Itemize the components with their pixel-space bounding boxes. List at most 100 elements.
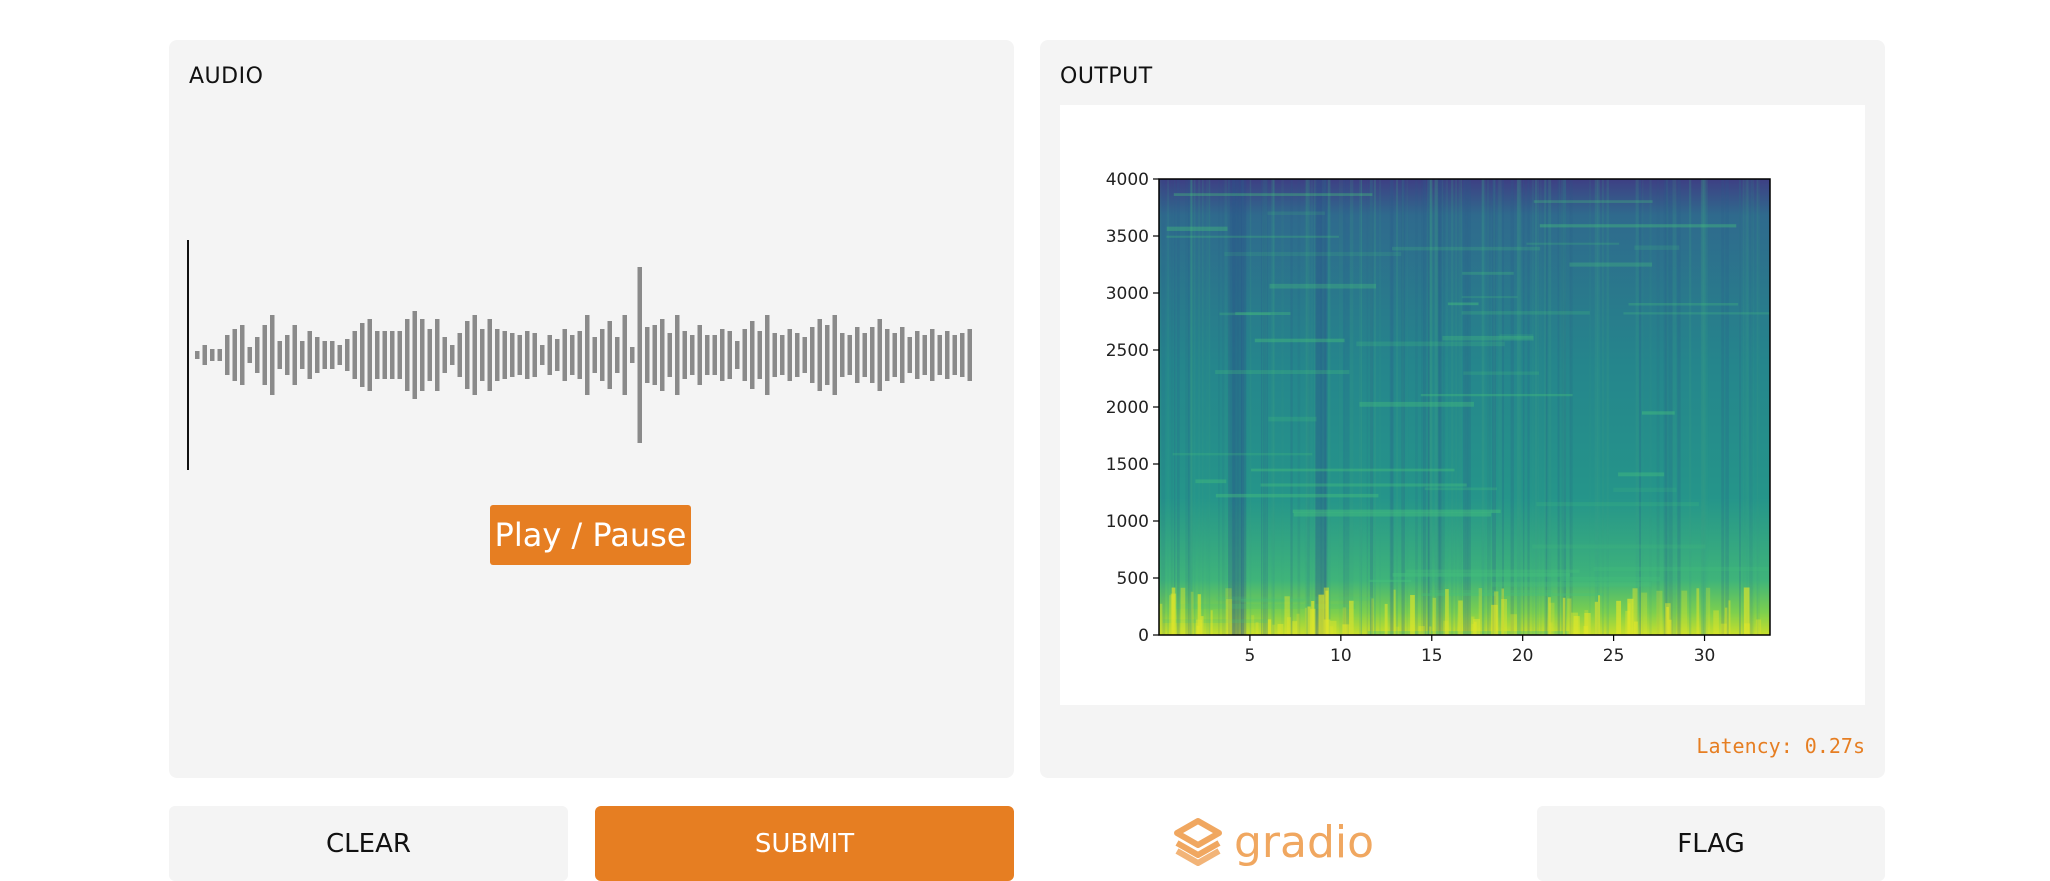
waveform-bar: [832, 315, 837, 395]
y-tick-label: 1000: [1106, 512, 1149, 532]
waveform-bar: [232, 329, 237, 381]
waveform-bar: [502, 331, 507, 379]
waveform-bar: [930, 329, 935, 381]
waveform-bar: [217, 349, 222, 361]
waveform-bar: [907, 337, 912, 373]
waveform-bar: [900, 327, 905, 383]
y-tick-label: 1500: [1106, 455, 1149, 475]
x-tick-label: 5: [1245, 646, 1256, 666]
waveform-bar: [195, 351, 200, 359]
waveform-bar: [622, 315, 627, 395]
waveform-bar: [367, 319, 372, 391]
y-tick-label: 2000: [1106, 398, 1149, 418]
waveform-bar: [795, 333, 800, 377]
spectrogram-plot: 0 500 1000 1500 2000 2500 3000 3500 4000 5 10 15 20…: [1060, 105, 1865, 705]
waveform-bar: [525, 331, 530, 379]
clear-button[interactable]: CLEAR: [169, 806, 568, 881]
waveform-bar: [840, 333, 845, 377]
waveform-bar: [787, 329, 792, 381]
waveform-bar: [450, 345, 455, 365]
waveform-bar: [435, 319, 440, 391]
waveform-bar: [240, 325, 245, 385]
waveform-bar: [210, 349, 215, 361]
waveform-bar: [360, 323, 365, 387]
flag-button[interactable]: FLAG: [1537, 806, 1885, 881]
spectrogram-texture: [1159, 179, 1770, 635]
y-tick-label: 3000: [1106, 284, 1149, 304]
waveform-bar: [225, 335, 230, 375]
audio-waveform[interactable]: [187, 240, 997, 470]
waveform-bar: [247, 347, 252, 363]
waveform-bar: [270, 315, 275, 395]
x-tick-label: 25: [1603, 646, 1625, 666]
waveform-bar: [330, 341, 335, 369]
waveform-bar: [615, 337, 620, 373]
waveform-bar: [712, 335, 717, 375]
waveform-bar: [345, 339, 350, 371]
y-tick-label: 3500: [1106, 227, 1149, 247]
waveform-bar: [705, 335, 710, 375]
waveform-bar: [877, 319, 882, 391]
waveform-bar: [562, 329, 567, 381]
waveform-bar: [690, 335, 695, 375]
waveform-bar: [480, 329, 485, 381]
audio-input-panel: AUDIO Play / Pause: [169, 40, 1014, 778]
gradio-logo-icon: [1174, 818, 1222, 866]
waveform-bar: [397, 331, 402, 379]
waveform-bar: [637, 267, 642, 443]
waveform-bar: [742, 329, 747, 381]
waveform-bar: [585, 315, 590, 395]
waveform-bar: [472, 315, 477, 395]
brand-name: gradio: [1234, 816, 1375, 868]
y-tick-label: 2500: [1106, 341, 1149, 361]
waveform-bar: [645, 327, 650, 383]
waveform-bar: [780, 335, 785, 375]
waveform-bar: [667, 333, 672, 377]
waveform-bar: [727, 331, 732, 379]
audio-input-label: AUDIO: [189, 64, 264, 89]
waveform-bar: [427, 329, 432, 381]
spectrogram-image: [1159, 179, 1770, 635]
waveform-bar: [870, 327, 875, 383]
waveform-bar: [952, 335, 957, 375]
waveform-bar: [697, 325, 702, 385]
waveform-bar: [960, 333, 965, 377]
waveform-bar: [570, 335, 575, 375]
waveform-bar: [420, 319, 425, 391]
y-tick-label: 500: [1117, 569, 1149, 589]
output-label: OUTPUT: [1060, 64, 1153, 89]
waveform-bar: [652, 325, 657, 385]
waveform-bar: [292, 325, 297, 385]
waveform-bar: [757, 331, 762, 379]
waveform-bar: [937, 335, 942, 375]
waveform-bar: [390, 331, 395, 379]
waveform-bar: [465, 321, 470, 389]
waveform-bar: [375, 331, 380, 379]
waveform-bar: [262, 325, 267, 385]
waveform-bar: [802, 337, 807, 373]
submit-button[interactable]: SUBMIT: [595, 806, 1014, 881]
output-panel: OUTPUT 0 500 1000 1500 2000 2500 3000 3500 4000 …: [1040, 40, 1885, 778]
waveform-bar: [487, 319, 492, 391]
spectrogram-area: [1158, 178, 1771, 636]
waveform-bar: [765, 315, 770, 395]
gradio-brand: gradio: [1172, 812, 1374, 872]
waveform-bar: [457, 333, 462, 377]
waveform-bar: [847, 335, 852, 375]
waveform-bar: [810, 327, 815, 383]
y-axis: 0 500 1000 1500 2000 2500 3000 3500 4000: [1106, 170, 1159, 646]
waveform-bar: [555, 339, 560, 371]
waveform-bar: [682, 331, 687, 379]
waveform-bar: [300, 341, 305, 369]
x-axis: 5 10 15 20 25 30: [1245, 635, 1715, 666]
waveform-bar: [442, 337, 447, 373]
waveform-bar: [630, 347, 635, 363]
waveform-bar: [405, 319, 410, 391]
waveform-bar: [825, 325, 830, 385]
waveform-bar: [322, 341, 327, 369]
waveform-bar: [255, 337, 260, 373]
play-pause-button[interactable]: Play / Pause: [490, 505, 691, 565]
waveform-bar: [675, 315, 680, 395]
x-tick-label: 20: [1512, 646, 1534, 666]
waveform-bar: [600, 329, 605, 381]
